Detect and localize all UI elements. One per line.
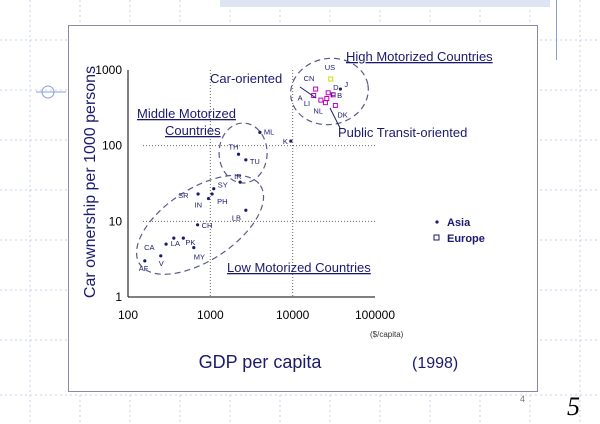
x-tick-label: 1000 (197, 308, 224, 322)
crosshair-icon (36, 85, 66, 99)
cluster-ellipse (135, 174, 265, 275)
point-label-sy: SY (218, 181, 228, 190)
point-label-ch: CH (202, 221, 213, 230)
data-point-lb (244, 208, 248, 212)
point-label-ir: IR (234, 172, 242, 181)
data-point-ca (164, 242, 168, 246)
point-label-ca: CA (144, 243, 154, 252)
point-label-d: D (333, 83, 339, 92)
data-point-v (159, 254, 163, 258)
point-label-us: US (325, 63, 335, 72)
data-point-sr (196, 192, 200, 196)
data-point-dk (332, 102, 338, 108)
legend-marker-asia (435, 220, 439, 224)
data-point-cn (313, 86, 319, 92)
legend-marker-europe (433, 234, 440, 241)
data-point-k (289, 139, 293, 143)
point-label-k: K (283, 137, 288, 146)
year-note: (1998) (412, 355, 458, 372)
annotation-4: Low Motorized Countries (227, 260, 371, 275)
point-label-th: TH (229, 142, 239, 151)
x-axis-label: GDP per capita (199, 352, 323, 372)
legend-box (430, 213, 506, 251)
data-point-in (206, 196, 211, 201)
cluster-ellipse (290, 57, 369, 126)
car-oriented-pointer (299, 86, 317, 99)
point-label-af: AF (139, 264, 149, 273)
data-point-b (330, 92, 336, 98)
data-point-th (236, 152, 241, 156)
data-point-ml (258, 130, 262, 134)
page-number: 5 (567, 392, 580, 421)
axes (127, 70, 375, 298)
point-label-cn: CN (304, 74, 315, 83)
top-decor-band (220, 0, 550, 7)
y-axis-label: Car ownership per 1000 persons (82, 66, 99, 298)
x-tick-label: 100 (118, 308, 138, 322)
point-label-in: IN (194, 201, 202, 210)
annotation-2: Public Transit-oriented (338, 125, 467, 140)
point-label-b: B (337, 91, 342, 100)
data-point-pk (181, 236, 185, 240)
legend-label-asia: Asia (447, 217, 471, 229)
annotation-1: Car-oriented (210, 71, 282, 86)
point-label-j: J (344, 80, 348, 89)
point-labels: AF V CA LA PK MY CH SR IN PH SY LB IR TH TU ML K CN US ALI F… (139, 63, 349, 273)
point-label-tu: TU (250, 157, 260, 166)
point-label-ph: PH (217, 197, 227, 206)
y-tick-label: 1000 (95, 63, 122, 77)
point-label-v: V (159, 259, 164, 268)
point-label-my: MY (194, 253, 205, 262)
data-point-d (325, 90, 331, 96)
cluster-ellipses (135, 57, 369, 275)
point-label-lb: LB (232, 213, 241, 222)
annotation-middle-line1: Middle Motorized (137, 106, 236, 121)
slide-page-number: 4 (520, 394, 526, 404)
data-point-ch (195, 223, 200, 227)
y-tick-label: 100 (102, 139, 122, 153)
point-label-dk: DK (337, 110, 347, 119)
point-label-a: A (298, 94, 303, 103)
data-point-af (143, 259, 147, 263)
data-point-us (328, 76, 334, 82)
point-label-sr: SR (178, 191, 189, 200)
point-label-la: LA (171, 239, 180, 248)
point-label-ml: ML (264, 127, 274, 136)
cluster-ellipse (218, 122, 268, 184)
gridlines (143, 70, 375, 297)
annotations: High Motorized Countries Car-oriented Publ… (137, 49, 493, 275)
point-label-f: F (331, 91, 336, 100)
tick-labels: 100 1000 10000 100000 1 10 100 1000 (95, 63, 395, 322)
data-point-j (338, 87, 343, 91)
x-tick-label: 10000 (276, 308, 310, 322)
data-point-sy (212, 187, 216, 191)
data-point-nl (322, 100, 328, 106)
annotation-middle-line2: Countries (165, 123, 221, 138)
slide-frame (68, 25, 538, 392)
data-points (143, 76, 343, 263)
data-point-f (324, 96, 330, 102)
x-axis-unit: ($/capita) (370, 330, 404, 339)
data-point-ir (238, 180, 242, 184)
corner-decor-line (556, 0, 557, 60)
data-point-la (172, 236, 176, 240)
point-label-nl: NL (313, 107, 323, 116)
data-point-tu (244, 158, 248, 162)
y-tick-label: 10 (109, 214, 123, 228)
legend: Asia Europe (430, 213, 506, 251)
point-label-li: LI (304, 99, 310, 108)
data-point-my (192, 245, 196, 250)
x-tick-label: 100000 (355, 308, 395, 322)
annotation-0: High Motorized Countries (346, 49, 493, 64)
data-point-li (318, 97, 324, 103)
point-label-pk: PK (185, 238, 195, 247)
data-point-ph (210, 192, 214, 196)
transit-oriented-pointer (329, 107, 341, 129)
y-tick-label: 1 (115, 290, 122, 304)
legend-label-europe: Europe (447, 233, 485, 245)
